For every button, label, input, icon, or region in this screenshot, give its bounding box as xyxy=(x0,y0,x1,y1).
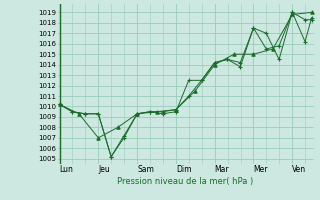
X-axis label: Pression niveau de la mer( hPa ): Pression niveau de la mer( hPa ) xyxy=(117,177,254,186)
